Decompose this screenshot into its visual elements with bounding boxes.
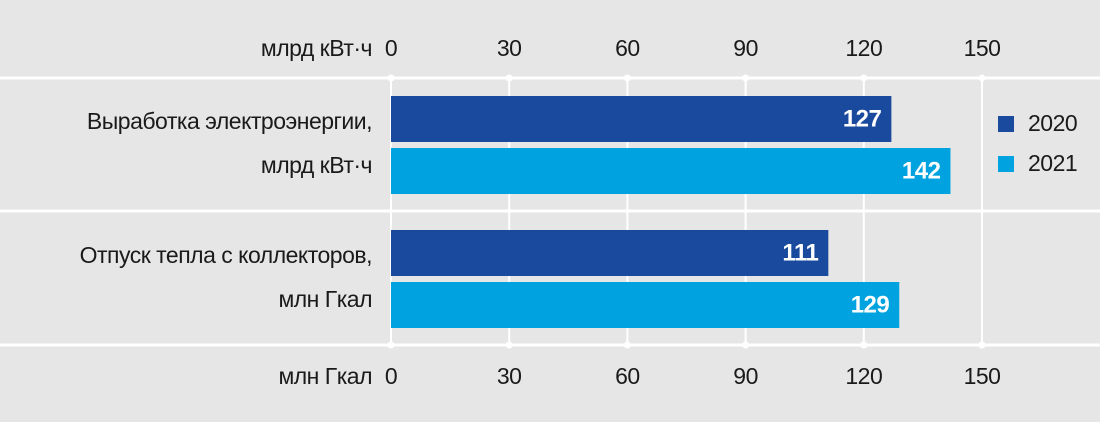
x2-tick-label: 150: [964, 363, 1001, 389]
tick-mark: [387, 341, 395, 349]
value-label: 111: [782, 239, 818, 266]
tick-mark: [742, 74, 750, 82]
x2-axis-label: млн Гкал: [278, 363, 372, 389]
x2-tick-label: 60: [615, 363, 640, 389]
category-label: Выработка электроэнергии,: [87, 108, 372, 134]
x2-tick-label: 0: [385, 363, 397, 389]
x-tick-label: 30: [497, 35, 522, 61]
tick-mark: [860, 74, 868, 82]
tick-mark: [860, 341, 868, 349]
x2-tick-label: 90: [733, 363, 758, 389]
legend-label: 2021: [1028, 150, 1077, 176]
legend-swatch: [998, 156, 1014, 172]
category-label: млн Гкал: [278, 286, 372, 312]
x-tick-label: 120: [845, 35, 882, 61]
x-axis-label: млрд кВт·ч: [261, 35, 372, 61]
x-tick-label: 0: [385, 35, 397, 61]
tick-mark: [742, 341, 750, 349]
value-label: 142: [902, 157, 941, 184]
category-label: млрд кВт·ч: [261, 152, 372, 178]
value-label: 127: [843, 105, 882, 132]
tick-mark: [623, 341, 631, 349]
x-tick-label: 90: [733, 35, 758, 61]
bar: [391, 230, 829, 276]
x-tick-label: 60: [615, 35, 640, 61]
tick-mark: [387, 74, 395, 82]
value-label: 129: [851, 291, 890, 318]
tick-mark: [505, 341, 513, 349]
x-tick-label: 150: [964, 35, 1001, 61]
tick-mark: [505, 74, 513, 82]
category-label: Отпуск тепла с коллекторов,: [80, 242, 372, 268]
tick-mark: [623, 74, 631, 82]
bar: [391, 282, 900, 328]
bar: [391, 148, 951, 194]
legend-label: 2020: [1028, 110, 1077, 136]
bar: [391, 96, 892, 142]
x2-tick-label: 120: [845, 363, 882, 389]
tick-mark: [978, 74, 986, 82]
legend-swatch: [998, 116, 1014, 132]
tick-mark: [978, 341, 986, 349]
x2-tick-label: 30: [497, 363, 522, 389]
